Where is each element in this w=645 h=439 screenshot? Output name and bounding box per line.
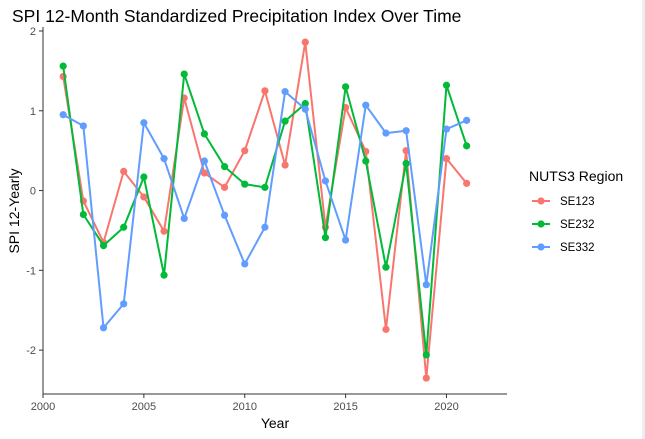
data-point	[261, 87, 269, 95]
data-point	[281, 88, 289, 96]
data-point	[281, 161, 289, 169]
data-point	[382, 129, 390, 137]
series-se232	[59, 62, 471, 359]
legend-item: SE123	[532, 196, 595, 208]
y-tick-label: -2	[26, 345, 36, 357]
data-point	[442, 125, 451, 133]
data-point	[442, 81, 451, 89]
series-se332	[59, 88, 471, 332]
series-layer	[59, 38, 471, 382]
data-point	[463, 179, 471, 187]
data-point	[160, 155, 168, 163]
legend-label: SE232	[560, 219, 595, 231]
data-point	[342, 236, 350, 244]
data-point	[160, 271, 168, 279]
data-point	[402, 159, 410, 168]
data-point	[140, 193, 148, 201]
data-point	[422, 281, 430, 289]
x-tick-label: 2000	[31, 401, 55, 413]
y-tick-label: 2	[30, 26, 36, 38]
data-point	[140, 119, 148, 127]
data-point	[99, 242, 108, 250]
data-point	[301, 99, 309, 108]
x-axis-label: Year	[261, 415, 290, 431]
right-edge-divider	[642, 0, 645, 439]
data-point	[220, 183, 229, 191]
legend-item: SE332	[532, 242, 595, 254]
data-point	[99, 324, 108, 332]
data-point	[200, 130, 208, 138]
data-point	[261, 223, 269, 231]
y-tick-label: 1	[30, 106, 36, 118]
axes: 2000 2005 2010 2015 2020 -2 -1 0 1 2	[26, 26, 507, 413]
data-point	[382, 263, 390, 271]
legend-key-point	[537, 197, 545, 205]
data-point	[321, 177, 330, 185]
data-point	[463, 116, 471, 124]
series-se123	[59, 38, 471, 382]
data-point	[241, 180, 249, 188]
y-tick-label: 0	[30, 186, 36, 198]
data-point	[160, 227, 168, 235]
data-point	[301, 38, 309, 46]
data-point	[120, 167, 128, 176]
y-axis-label: SPI 12-Yearly	[6, 168, 22, 253]
data-point	[402, 127, 410, 135]
data-point	[79, 122, 87, 130]
data-point	[59, 62, 67, 70]
chart-title: SPI 12-Month Standardized Precipitation …	[12, 6, 461, 26]
y-tick-label: -1	[26, 265, 36, 277]
legend-key-point	[537, 220, 545, 228]
data-point	[342, 83, 350, 91]
data-point	[241, 147, 249, 155]
data-point	[301, 105, 309, 113]
data-point	[79, 210, 87, 219]
series-line	[62, 65, 468, 356]
data-point	[241, 260, 249, 268]
data-point	[120, 300, 128, 308]
data-point	[200, 169, 208, 177]
data-point	[180, 214, 188, 223]
x-tick-label: 2015	[333, 401, 357, 413]
data-point	[362, 157, 370, 165]
data-point	[220, 211, 229, 219]
data-point	[422, 374, 430, 382]
data-point	[463, 142, 471, 150]
legend: NUTS3 Region SE123 SE232 SE332	[529, 168, 623, 254]
data-point	[281, 117, 289, 125]
x-tick-label: 2005	[132, 401, 156, 413]
series-line	[62, 90, 468, 329]
legend-title: NUTS3 Region	[529, 168, 623, 184]
data-point	[140, 173, 148, 181]
legend-item: SE232	[532, 219, 595, 231]
data-point	[261, 183, 269, 191]
data-point	[362, 101, 370, 109]
data-point	[200, 157, 208, 165]
data-point	[120, 223, 128, 231]
legend-label: SE332	[560, 242, 595, 254]
data-point	[422, 351, 430, 359]
x-tick-label: 2020	[434, 401, 458, 413]
legend-key-point	[537, 243, 545, 251]
data-point	[382, 325, 390, 333]
data-point	[220, 163, 229, 171]
data-point	[180, 70, 188, 78]
legend-label: SE123	[560, 196, 595, 208]
data-point	[59, 111, 67, 119]
x-tick-label: 2010	[232, 401, 256, 413]
data-point	[442, 155, 451, 163]
data-point	[321, 234, 330, 242]
